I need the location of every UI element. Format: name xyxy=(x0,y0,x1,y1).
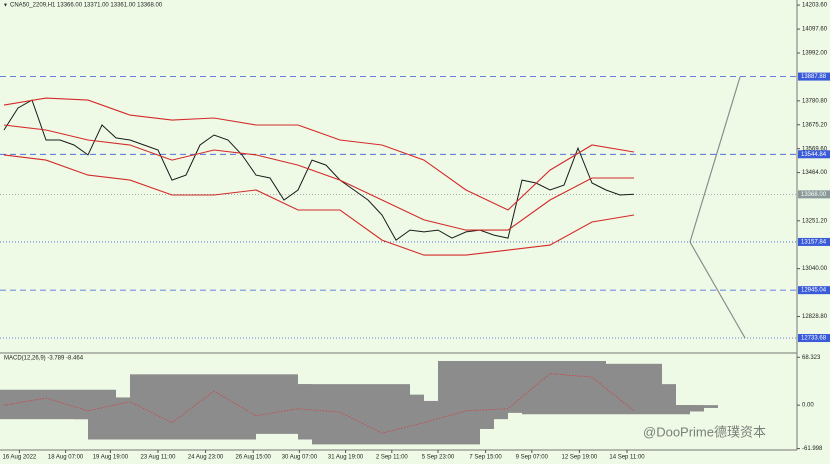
x-tick-label: 7 Sep 15:00 xyxy=(469,455,502,461)
projection-line xyxy=(689,241,746,339)
macd-bar xyxy=(423,405,592,410)
x-tick-label: 16 Aug 2022 xyxy=(3,455,37,461)
x-tick-label: 26 Aug 15:00 xyxy=(236,455,272,461)
y-tick-label: 13251.20 xyxy=(802,218,828,224)
band-line xyxy=(3,154,635,256)
projection-line xyxy=(689,76,741,243)
level-label-box xyxy=(798,150,830,159)
y-tick-label: 13675.20 xyxy=(802,122,828,128)
y-tick-label: 14203.60 xyxy=(802,3,828,9)
price-line xyxy=(3,99,635,241)
x-tick-label: 12 Sep 19:00 xyxy=(562,455,598,461)
collapse-arrow: ▼ xyxy=(3,2,8,8)
level-label: 13157.84 xyxy=(801,240,827,246)
macd-header: MACD(12,26,9) -3.789 -8.464 xyxy=(4,356,84,362)
y-tick-label: 0.00 xyxy=(802,403,814,409)
y-tick-label: 13040.00 xyxy=(802,266,828,272)
x-tick-label: 24 Aug 23:00 xyxy=(188,455,224,461)
level-label-box xyxy=(798,237,830,246)
level-label: 13544.84 xyxy=(801,152,827,158)
band-line xyxy=(3,97,635,211)
x-tick-label: 5 Sep 23:00 xyxy=(422,455,455,461)
macd-bar xyxy=(535,405,704,412)
level-label: 13368.00 xyxy=(801,192,827,198)
watermark: @DooPrime德璞资本 xyxy=(643,424,766,439)
level-label-box xyxy=(798,334,830,343)
band-line xyxy=(3,124,634,231)
y-tick-label: -61.998 xyxy=(802,446,823,452)
y-tick-label: 13464.00 xyxy=(802,170,828,176)
x-tick-label: 31 Aug 19:00 xyxy=(328,455,364,461)
macd-bar xyxy=(255,394,424,406)
x-tick-label: 18 Aug 07:00 xyxy=(48,455,84,461)
level-label: 12733.68 xyxy=(801,336,827,342)
y-tick-label: 13780.80 xyxy=(802,98,828,104)
y-tick-label: 12828.80 xyxy=(802,314,828,320)
level-label: 12945.04 xyxy=(801,288,827,294)
level-label-box xyxy=(798,72,830,81)
x-tick-label: 19 Aug 19:00 xyxy=(93,455,129,461)
macd-bar xyxy=(549,405,718,408)
x-tick-label: 23 Aug 11:00 xyxy=(141,455,177,461)
x-tick-label: 14 Sep 11:00 xyxy=(609,455,645,461)
level-label-box xyxy=(798,286,830,295)
y-tick-label: 13992.00 xyxy=(802,51,828,57)
y-tick-label: 14097.60 xyxy=(802,27,828,33)
symbol-header: CNA50_2209,H1 13366.00 13371.00 13361.00… xyxy=(10,3,163,9)
y-tick-label: 13569.60 xyxy=(802,146,828,152)
macd-bar xyxy=(507,384,676,406)
x-tick-label: 2 Sep 11:00 xyxy=(376,455,409,461)
x-tick-label: 30 Aug 07:00 xyxy=(282,455,318,461)
x-tick-label: 9 Sep 07:00 xyxy=(516,455,549,461)
level-label: 13887.88 xyxy=(801,74,827,80)
y-tick-label: 68.323 xyxy=(802,355,821,361)
level-label-box xyxy=(798,190,830,199)
